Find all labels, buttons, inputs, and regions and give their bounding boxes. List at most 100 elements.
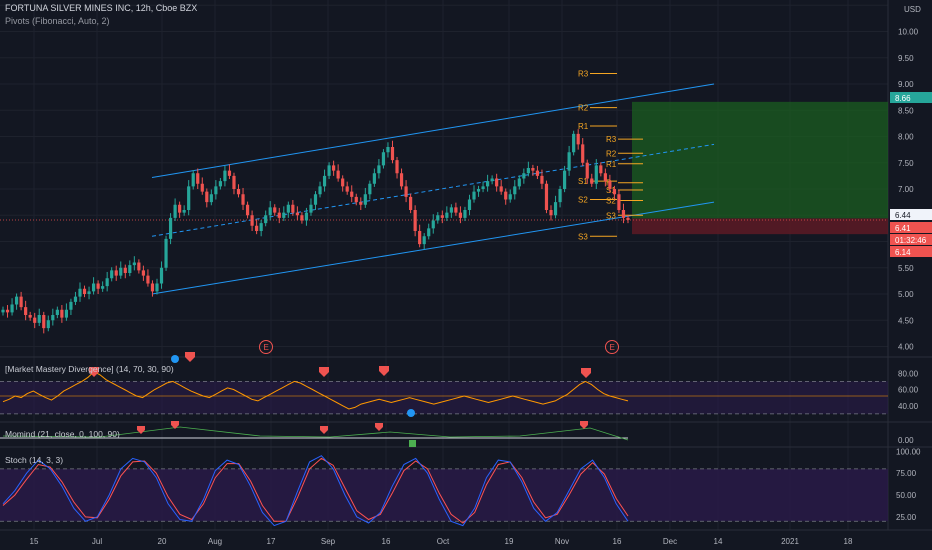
pivot-label: R3 [606, 135, 617, 144]
candle-body [436, 215, 440, 221]
candle-body [359, 202, 363, 205]
price-tag-label: 6.14 [895, 248, 911, 257]
price-tick-label: 4.00 [898, 343, 914, 352]
price-axis[interactable]: USD10.009.509.008.508.007.507.006.506.00… [890, 5, 932, 522]
candle-body [218, 181, 222, 187]
stop-zone [632, 218, 888, 235]
candle-body [78, 288, 82, 297]
time-tick-label: 14 [714, 537, 723, 546]
momind-pane-title[interactable]: Momind (21, close, 0, 100, 90) [5, 429, 120, 439]
pivot-label: R3 [578, 70, 589, 79]
candle-body [137, 262, 141, 271]
pivot-label: S3 [578, 232, 588, 241]
mmd-pane-title[interactable]: [Market Mastery Divergence] (14, 70, 30,… [5, 364, 174, 374]
candle-body [250, 215, 254, 226]
candle-body [508, 194, 512, 200]
time-tick-label: Aug [208, 537, 222, 546]
candle-body [612, 189, 617, 195]
candle-body [300, 215, 304, 221]
stoch-pane-title[interactable]: Stoch (14, 3, 3) [5, 455, 64, 465]
candle-body [608, 181, 612, 189]
candle-body [128, 265, 132, 273]
candle-body [463, 210, 467, 218]
candle-body [42, 315, 46, 329]
pivot-label: R2 [578, 104, 589, 113]
candle-body [150, 283, 155, 292]
candle-body [55, 309, 59, 315]
price-tag [890, 92, 932, 103]
candle-body [14, 296, 19, 305]
candle-body [19, 296, 23, 308]
candle-body [132, 262, 136, 266]
channel-upper [151, 83, 715, 178]
price-tick-label: 8.50 [898, 106, 914, 115]
candles[interactable] [1, 129, 630, 334]
candle-body [350, 191, 354, 197]
candle-body [73, 296, 78, 302]
time-axis[interactable]: 15 Jul 20 Aug 17 Sep 16 Oct 19 Nov 16 Dec 14 2021 18 [30, 537, 853, 546]
stoch-band [0, 468, 888, 522]
candle-body [621, 210, 626, 218]
price-tag-label: 01:32:46 [895, 236, 927, 245]
candle-body [549, 210, 553, 216]
price-tag [890, 222, 932, 233]
candle-body [196, 173, 200, 184]
time-tick-label: Dec [663, 537, 677, 546]
candle-body [69, 301, 73, 310]
candle-body [264, 215, 268, 224]
candle-body [33, 317, 37, 323]
divergence-marker-bull [407, 409, 415, 417]
candle-body [581, 144, 585, 163]
pivots-indicator-label[interactable]: Pivots (Fibonacci, Auto, 2) [5, 16, 110, 26]
candle-body [10, 304, 14, 313]
time-tick-label: Nov [555, 537, 569, 546]
candle-body [440, 215, 444, 218]
candle-body [28, 315, 32, 318]
candle-body [413, 210, 417, 231]
candle-body [105, 278, 109, 287]
candle-body [558, 189, 562, 203]
stoch-tick-label: 25.00 [896, 513, 917, 522]
candle-body [336, 170, 340, 179]
candle-body [377, 165, 381, 174]
momind-tick-label: 0.00 [898, 436, 914, 445]
candle-body [327, 165, 331, 176]
candle-body [467, 199, 472, 210]
candle-body [245, 204, 250, 216]
candle-body [431, 220, 435, 229]
divergence-marker-bull [171, 355, 179, 363]
divergence-marker-bear [379, 366, 389, 376]
divergence-marker-bear [89, 367, 99, 377]
time-tick-label: 2021 [781, 537, 799, 546]
candle-body [205, 191, 209, 203]
candle-body [141, 270, 145, 276]
candle-body [191, 173, 195, 187]
pivot-label: S2 [578, 196, 588, 205]
price-tag [890, 246, 932, 257]
stoch-tick-label: 75.00 [896, 469, 917, 478]
stoch-k-line [2, 455, 629, 527]
candle-body [114, 270, 118, 276]
candle-body [318, 186, 322, 195]
candle-body [617, 194, 621, 210]
symbol-title[interactable]: FORTUNA SILVER MINES INC, 12h, Cboe BZX [5, 3, 198, 13]
candle-body [572, 133, 576, 153]
mmd-line [2, 370, 629, 410]
candle-body [418, 231, 422, 245]
price-tag [890, 209, 932, 220]
candle-body [255, 225, 259, 231]
candle-body [187, 186, 191, 210]
candle-body [304, 212, 309, 221]
candle-body [363, 194, 367, 205]
candle-body [87, 291, 91, 294]
grid [0, 0, 932, 531]
pivot-label: S1 [578, 177, 588, 186]
price-tick-label: 9.00 [898, 80, 914, 89]
candle-body [173, 204, 177, 218]
candle-body [341, 178, 345, 187]
target-zone [632, 101, 888, 219]
price-tag [890, 234, 932, 245]
stoch-d-line [2, 457, 629, 524]
candle-body [476, 189, 481, 192]
